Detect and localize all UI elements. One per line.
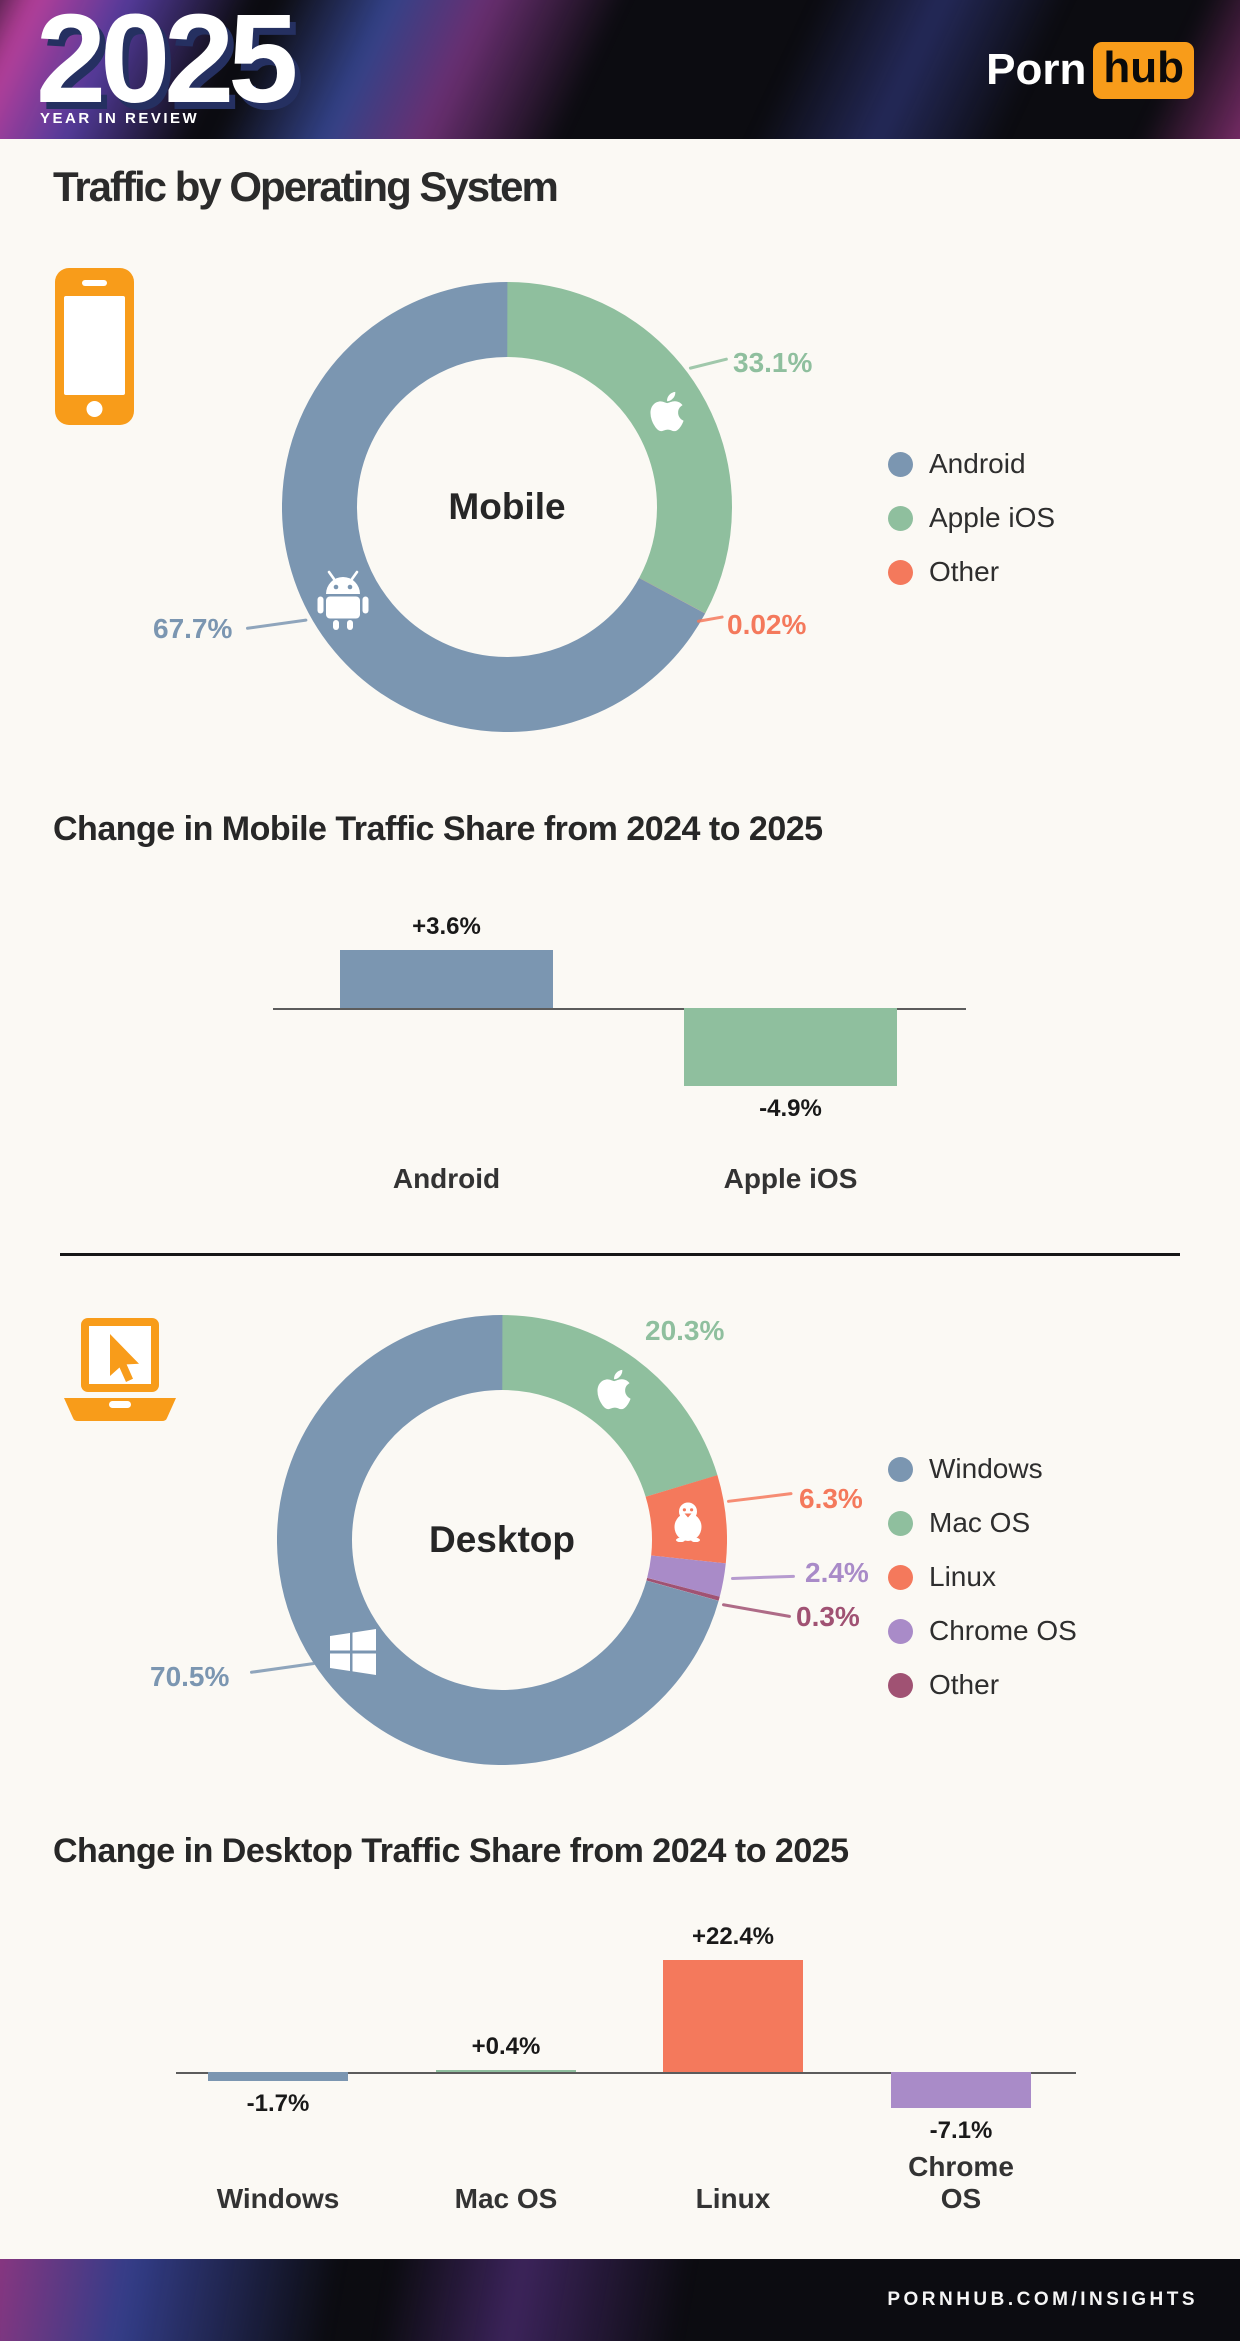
legend-dot: [888, 1564, 913, 1590]
footer-url: PORNHUB.COM/INSIGHTS: [887, 2289, 1198, 2310]
legend-label: Other: [929, 1669, 1000, 1700]
bar-macos: [436, 2070, 576, 2072]
desktop-donut-center: Desktop: [277, 1315, 727, 1765]
desktop-windows-share-label: 70.5%: [150, 1661, 230, 1692]
desktop-other-share-label: 0.3%: [796, 1601, 860, 1632]
bar-chromeos: [891, 2072, 1031, 2108]
desktop-macos-share-label: 20.3%: [645, 1315, 725, 1346]
mobile-android-share-label: 67.7%: [153, 613, 233, 644]
windows-icon: [330, 1629, 376, 1675]
bar-value-label: -1.7%: [246, 2089, 310, 2117]
legend-dot: [888, 1672, 913, 1698]
desktop-chromeos-share-label: 2.4%: [805, 1557, 869, 1588]
legend-item-other: Other: [888, 545, 1055, 599]
desktop-change-heading: Change in Desktop Traffic Share from 202…: [53, 1832, 849, 1870]
mobile-ios-share-label: 33.1%: [733, 347, 813, 378]
bar-value-label: +3.6%: [412, 913, 481, 941]
bar-windows: [208, 2072, 348, 2081]
bar-android: [340, 950, 553, 1008]
donut-segment: [282, 282, 732, 732]
legend-item-windows: Windows: [888, 1442, 1077, 1496]
bar-category-label: Linux: [695, 2183, 771, 2214]
donut-segment: [277, 1315, 727, 1765]
bar-value-label: -7.1%: [929, 2116, 993, 2144]
legend-dot: [888, 559, 913, 585]
mobile-change-heading: Change in Mobile Traffic Share from 2024…: [53, 810, 823, 848]
pornhub-logo: Porn hub: [986, 42, 1194, 99]
bar-linux: [663, 1960, 803, 2072]
legend-item-android: Android: [888, 437, 1055, 491]
mobile-donut-chart: [282, 282, 732, 732]
bar-group-windows: -1.7% Windows: [208, 1915, 348, 2215]
bar-apple-ios: [684, 1008, 897, 1087]
donut-segment: [277, 1315, 727, 1765]
pornhub-logo-hub: hub: [1093, 42, 1194, 99]
android-icon: [317, 570, 369, 630]
header: 2025 YEAR IN REVIEW Porn hub: [0, 0, 1240, 139]
leader-line: [730, 1574, 796, 1580]
legend-label: Apple iOS: [929, 502, 1056, 533]
desktop-legend: Windows Mac OS Linux Chrome OS Other: [888, 1442, 1077, 1712]
legend-item-linux: Linux: [888, 1550, 1077, 1604]
desktop-linux-share-label: 6.3%: [799, 1483, 863, 1514]
bar-value-label: +0.4%: [471, 2033, 541, 2060]
legend-label: Linux: [929, 1561, 996, 1592]
legend-item-chromeos: Chrome OS: [888, 1604, 1077, 1658]
leader-line: [726, 1491, 793, 1503]
bar-category-label: Apple iOS: [723, 1163, 858, 1194]
desktop-donut-title: Desktop: [429, 1519, 575, 1560]
footer: PORNHUB.COM/INSIGHTS: [0, 2259, 1240, 2341]
axis-baseline: [273, 1008, 966, 1010]
bar-category-label: Mac OS: [454, 2183, 558, 2214]
bar-group-android: +3.6% Android: [340, 895, 553, 1195]
linux-icon: [674, 1502, 702, 1542]
desktop-change-chart: -1.7% Windows +0.4% Mac OS +22.4% Linux …: [176, 1915, 1076, 2215]
legend-label: Other: [929, 556, 1000, 587]
legend-label: Windows: [929, 1453, 1043, 1484]
page-title: Traffic by Operating System: [53, 163, 559, 210]
bar-value-label: +22.4%: [691, 1923, 775, 1950]
mobile-donut-title: Mobile: [448, 486, 566, 527]
legend-dot: [888, 1510, 913, 1536]
legend-label: Chrome OS: [929, 1615, 1077, 1646]
apple-icon: [650, 391, 684, 432]
pornhub-logo-porn: Porn: [986, 45, 1087, 94]
donut-segment: [282, 282, 732, 732]
year-tagline: YEAR IN REVIEW: [40, 110, 200, 127]
section-divider: [60, 1253, 1180, 1256]
bar-value-label: -4.9%: [759, 1095, 822, 1123]
apple-icon: [597, 1369, 631, 1410]
bar-group-chromeos: -7.1% Chrome OS: [891, 1915, 1031, 2215]
header-gradient-streaks: [0, 0, 1240, 139]
desktop-donut-chart: [277, 1315, 727, 1765]
bar-category-label: Chrome OS: [908, 2151, 1014, 2214]
legend-item-other: Other: [888, 1658, 1077, 1712]
legend-label: Android: [929, 448, 1026, 479]
axis-baseline: [176, 2072, 1076, 2074]
legend-dot: [888, 451, 913, 477]
bar-category-label: Android: [392, 1163, 501, 1194]
mobile-change-chart: +3.6% Android -4.9% Apple iOS: [273, 895, 966, 1195]
mobile-other-share-label: 0.02%: [727, 609, 807, 640]
leader-line: [721, 1603, 792, 1619]
year-logo: 2025: [36, 0, 298, 129]
bar-group-linux: +22.4% Linux: [663, 1915, 803, 2215]
bar-category-label: Windows: [216, 2183, 340, 2214]
legend-item-apple-ios: Apple iOS: [888, 491, 1055, 545]
legend-dot: [888, 1456, 913, 1482]
bar-group-macos: +0.4% Mac OS: [436, 1915, 576, 2215]
legend-label: Mac OS: [929, 1507, 1031, 1538]
bar-group-apple-ios: -4.9% Apple iOS: [684, 895, 897, 1195]
legend-dot: [888, 1618, 913, 1644]
phone-icon: [55, 268, 134, 425]
legend-dot: [888, 505, 913, 531]
laptop-icon: [64, 1318, 176, 1421]
footer-gradient-streaks: [0, 2259, 1240, 2341]
mobile-donut-center: Mobile: [282, 282, 732, 732]
mobile-legend: Android Apple iOS Other: [888, 437, 1055, 599]
legend-item-macos: Mac OS: [888, 1496, 1077, 1550]
